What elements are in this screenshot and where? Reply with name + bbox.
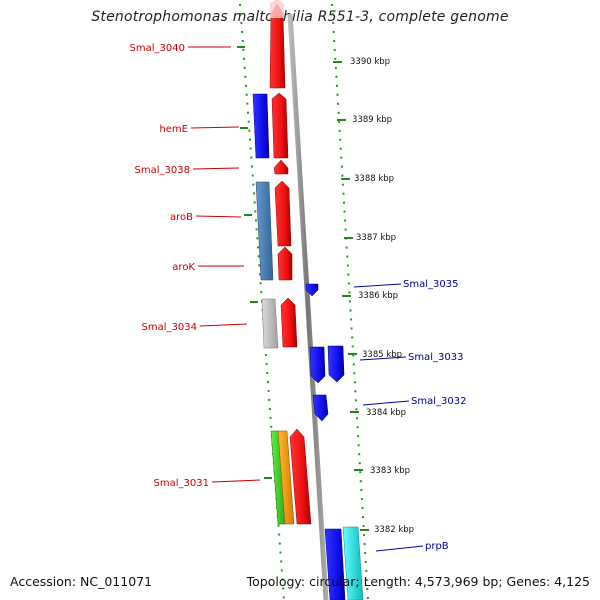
ruler-label: 3387 kbp [356, 233, 396, 243]
gene-feature-smal-3031-orange[interactable] [277, 430, 295, 525]
right-dotted-track [331, 3, 369, 600]
genome-title: Stenotrophomonas maltophilia R551-3, com… [91, 9, 509, 25]
gene-feature-smal-3035[interactable] [305, 283, 319, 297]
label-leader [375, 545, 424, 552]
label-leader [199, 323, 248, 327]
gene-feature-smal-3038[interactable] [273, 159, 289, 175]
genome-backbone [287, 13, 329, 600]
gene-label-smal-3034[interactable]: Smal_3034 [142, 322, 197, 333]
gene-label-smal-3031[interactable]: Smal_3031 [154, 478, 209, 489]
gene-feature-hem-e[interactable] [271, 92, 289, 159]
ruler-label: 3386 kbp [358, 291, 398, 301]
topology-text: Topology: circular; Length: 4,573,969 bp… [246, 574, 590, 589]
ruler: 3390 kbp 3389 kbp 3388 kbp 3387 kbp 3386… [333, 57, 414, 535]
gene-label-smal-3033[interactable]: Smal_3033 [408, 352, 463, 363]
gene-feature-prp-b[interactable] [342, 526, 364, 600]
gene-feature-smal-3034-gray[interactable] [261, 298, 279, 349]
gene-feature-aro-k[interactable] [277, 246, 293, 281]
label-leader [195, 215, 242, 218]
gene-feature-prp-b-blue[interactable] [324, 528, 346, 600]
gene-label-smal-3040[interactable]: Smal_3040 [130, 43, 185, 54]
right-gene-labels: Smal_3035 Smal_3033 Smal_3032 prpB [353, 279, 466, 552]
ruler-label: 3389 kbp [352, 115, 392, 125]
left-gene-labels: Smal_3040 hemE Smal_3038 aroB aroK Smal_… [130, 43, 261, 489]
accession-text: Accession: NC_011071 [10, 574, 153, 589]
ruler-label: 3384 kbp [366, 408, 406, 418]
gene-label-aro-b[interactable]: aroB [170, 212, 193, 223]
gene-label-smal-3038[interactable]: Smal_3038 [135, 165, 190, 176]
ruler-label: 3382 kbp [374, 525, 414, 535]
label-leader [353, 283, 402, 288]
gene-label-prp-b[interactable]: prpB [425, 541, 449, 552]
gene-label-hem-e[interactable]: hemE [159, 124, 188, 135]
label-leader [211, 479, 261, 483]
label-leader [362, 400, 410, 406]
gene-feature-smal-3031[interactable] [289, 428, 312, 525]
gene-label-smal-3035[interactable]: Smal_3035 [403, 279, 458, 290]
gene-feature-smal-3033-b[interactable] [327, 345, 345, 383]
ruler-label: 3385 kbp [362, 350, 402, 360]
label-leader [190, 126, 240, 129]
gene-feature-smal-3032[interactable] [312, 394, 329, 422]
gene-feature-smal-3040-fade [270, 0, 284, 18]
gene-feature-aro-b-steel[interactable] [255, 181, 274, 281]
gene-feature-hem-e-reverse[interactable] [252, 93, 270, 159]
ruler-label: 3390 kbp [350, 57, 390, 67]
label-leader [359, 356, 407, 361]
gene-feature-aro-b[interactable] [274, 180, 292, 247]
label-leader [192, 167, 240, 170]
gene-label-smal-3032[interactable]: Smal_3032 [411, 396, 466, 407]
gene-feature-smal-3033-a[interactable] [309, 346, 326, 384]
gene-label-aro-k[interactable]: aroK [172, 262, 195, 273]
gene-feature-smal-3034[interactable] [280, 297, 298, 348]
ruler-label: 3388 kbp [354, 174, 394, 184]
ruler-label: 3383 kbp [370, 466, 410, 476]
